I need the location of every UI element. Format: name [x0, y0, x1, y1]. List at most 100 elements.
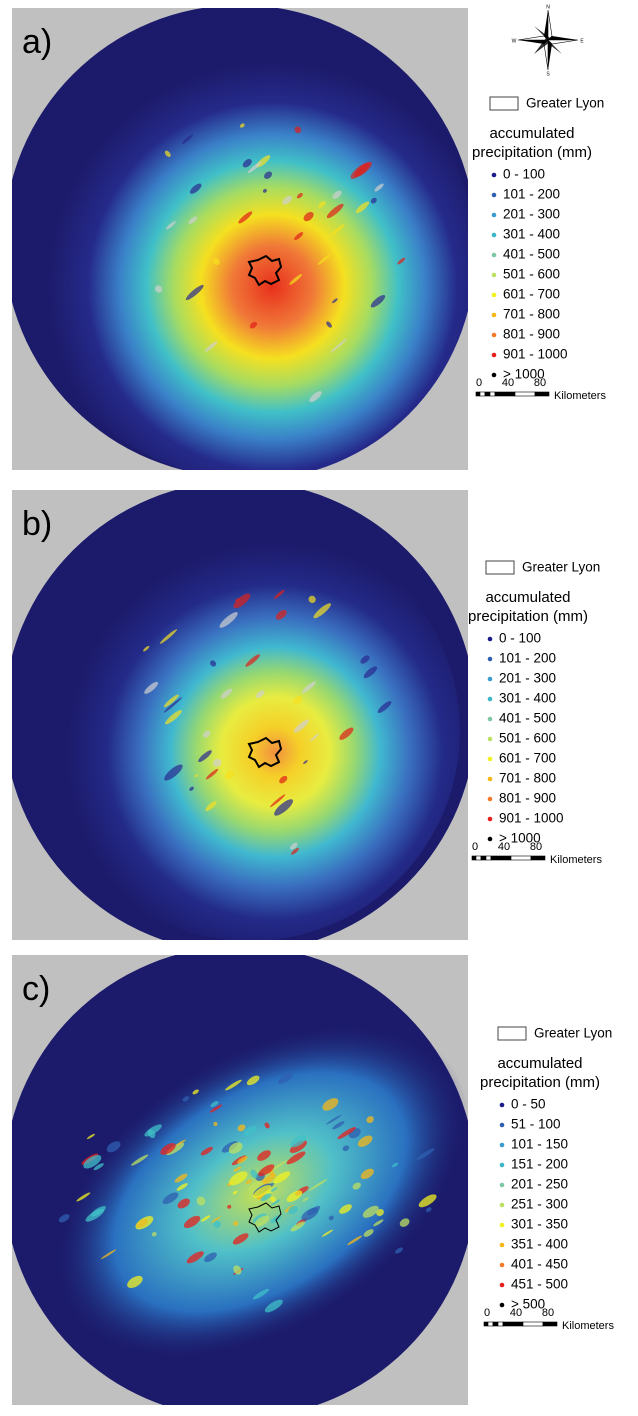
precip-patch: [290, 1221, 305, 1232]
compass-rose: N E S W: [512, 4, 585, 77]
boundary-swatch: [489, 96, 519, 111]
precip-patch: [270, 1196, 276, 1203]
precip-patch: [282, 195, 292, 205]
scale-bar-segment: [494, 391, 516, 397]
legend-dot: [491, 372, 497, 378]
compass-n: N: [546, 4, 550, 10]
precip-patch: [289, 274, 303, 285]
legend-dot: [487, 676, 493, 682]
precip-patch: [395, 1247, 403, 1254]
precip-patch: [360, 655, 370, 664]
precip-patch: [162, 1192, 179, 1205]
precip-patch: [85, 1208, 105, 1222]
precip-patch: [164, 150, 171, 157]
legend-label: 601 - 700: [503, 287, 560, 302]
legend-title: precipitation (mm): [472, 144, 592, 161]
legend-dot: [499, 1162, 505, 1168]
legend-dot: [499, 1222, 505, 1228]
scale-bar-segment: [479, 391, 486, 397]
precip-patch: [183, 1215, 201, 1229]
precip-patch: [339, 727, 354, 740]
legend-label: > 500: [511, 1297, 545, 1312]
legend-dot: [487, 836, 493, 842]
scale-bar-segment: [514, 391, 536, 397]
precip-patch: [286, 1190, 303, 1203]
scale-tick-label: 40: [502, 377, 514, 389]
precip-patch: [330, 224, 345, 236]
precip-patch: [350, 162, 370, 179]
precip-patch: [238, 211, 253, 224]
precip-patch: [256, 690, 265, 698]
precip-field: [40, 521, 460, 940]
precip-patch: [163, 694, 179, 708]
precip-patch: [286, 1151, 306, 1165]
precip-patch: [391, 1162, 399, 1168]
precip-patch: [83, 1155, 102, 1169]
precip-patch: [219, 612, 238, 628]
precip-patch: [278, 1073, 293, 1084]
precip-patch: [209, 1104, 223, 1113]
legend-dot: [487, 696, 493, 702]
precip-patch: [233, 1220, 239, 1226]
precip-patch: [210, 1101, 219, 1108]
precip-patch: [376, 1208, 384, 1217]
legend-dot: [487, 816, 493, 822]
precip-patch: [175, 1139, 186, 1147]
precip-patch: [418, 1194, 437, 1208]
precip-patch: [188, 216, 198, 225]
precip-patch: [204, 341, 218, 352]
precip-patch: [313, 603, 331, 619]
precip-patch: [181, 134, 193, 145]
precip-patch: [249, 321, 257, 329]
compass-w: W: [512, 38, 517, 44]
scale-bar-segment: [487, 1321, 494, 1327]
legend-title: accumulated: [497, 1055, 582, 1072]
scale-bar-segment: [492, 1321, 499, 1327]
legend-label: 351 - 400: [511, 1237, 568, 1252]
precip-patch: [237, 1156, 248, 1164]
legend-dot: [491, 172, 497, 178]
precip-patch: [227, 1204, 232, 1209]
scale-bar-segment: [534, 391, 550, 397]
boundary-swatch: [485, 560, 515, 575]
map: [12, 490, 468, 940]
precip-patch: [205, 801, 217, 812]
scale-bar-segment: [484, 391, 491, 397]
greater-lyon-outline: [247, 254, 283, 287]
legend-label: 701 - 800: [499, 771, 556, 786]
precip-patch: [106, 1141, 121, 1153]
precip-patch: [330, 338, 348, 353]
precip-patch: [308, 595, 316, 604]
precip-patch: [290, 842, 298, 850]
precip-patch: [264, 1122, 270, 1129]
legend-label: 301 - 350: [511, 1217, 568, 1232]
precip-patch: [155, 285, 163, 293]
legend-label: 201 - 300: [503, 207, 560, 222]
legend-label: 101 - 200: [503, 187, 560, 202]
legend-dot: [487, 756, 493, 762]
compass-s: S: [546, 71, 550, 77]
precip-patch: [189, 786, 194, 791]
precip-field: [25, 30, 468, 470]
precip-patch: [224, 770, 235, 780]
legend-dot: [487, 796, 493, 802]
precip-patch: [289, 1140, 307, 1153]
precip-patch: [185, 284, 204, 301]
precip-patch: [326, 321, 332, 328]
precip-patch: [290, 1135, 307, 1148]
legend-label: 601 - 700: [499, 751, 556, 766]
precip-patch: [211, 1216, 221, 1223]
scale-tick-label: 0: [476, 377, 482, 389]
precip-patch: [213, 758, 222, 767]
scale-bar-segment: [490, 855, 512, 861]
precip-patch: [213, 257, 220, 265]
precip-patch: [166, 221, 176, 230]
precip-patch: [186, 1251, 204, 1264]
precip-patch: [159, 629, 178, 644]
precip-patch: [205, 768, 219, 780]
precip-patch: [127, 1275, 143, 1289]
precip-patch: [198, 750, 212, 763]
precip-patch: [426, 1207, 432, 1213]
precip-patch: [144, 681, 159, 694]
scale-tick-label: 0: [484, 1307, 490, 1319]
